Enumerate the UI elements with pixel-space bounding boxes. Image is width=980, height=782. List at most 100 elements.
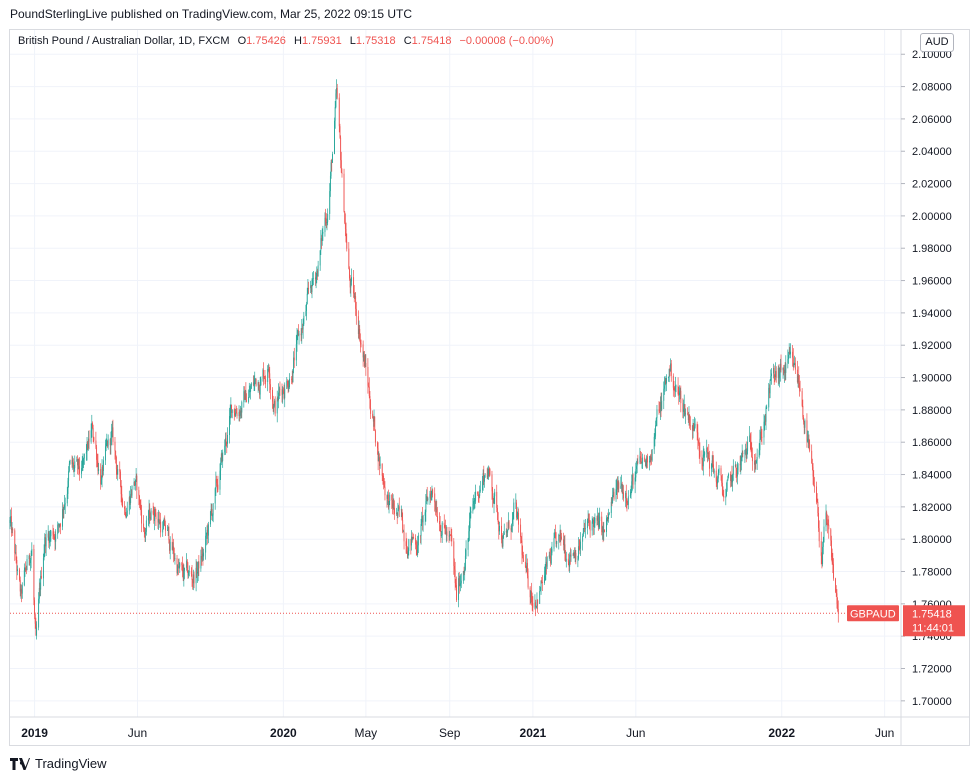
candle-body [415,544,417,550]
candle-body [458,578,460,601]
candle-body [807,438,809,440]
candle-body [602,526,604,533]
candle-body [274,400,275,406]
candle-body [303,315,305,325]
candle-body [55,534,57,542]
candle-body [162,529,164,533]
candle-body [775,371,777,378]
candle-body [492,499,494,504]
candle-body [321,233,323,241]
currency-button[interactable]: AUD [920,33,954,52]
candle-body [835,591,837,594]
candle-body [792,357,794,367]
candle-body [620,485,622,489]
candle-body [832,562,834,565]
candle-body [634,477,636,485]
legend-open-label: O [237,35,247,47]
candle-body [649,456,651,462]
time-tick-label: Jun [875,726,894,740]
candle-body [787,359,789,364]
candle-body [255,378,257,386]
candle-body [424,512,426,516]
candle-body [230,404,232,410]
price-tick-label: 1.82000 [912,502,952,514]
candle-body [365,362,367,368]
candle-body [40,575,42,579]
candle-body [372,413,374,419]
candle-body [636,461,638,467]
candle-body [159,522,161,524]
candle-body [758,450,760,458]
candle-body [683,408,684,412]
candle-body [825,512,827,527]
candle-body [296,335,298,345]
candle-body [301,328,303,336]
candle-body [122,499,123,507]
candle-body [818,512,819,529]
candle-body [830,529,832,541]
candle-body [155,512,157,520]
candle-body [28,555,30,560]
candle-body [539,590,541,592]
candle-body [288,387,290,390]
candle-body [798,382,800,389]
candle-body [397,509,399,516]
time-tick-label: Jun [128,726,147,740]
candle-body [604,529,605,533]
grid-lines [10,30,901,717]
candle-body [751,456,753,462]
candle-body [263,370,265,377]
candle-body [201,554,203,560]
price-tick-label: 1.98000 [912,243,952,255]
candle-body [59,524,61,527]
candle-body [797,375,799,383]
candle-body [796,369,798,383]
candle-body [474,500,476,502]
candle-body [330,162,332,176]
candle-body [488,468,490,477]
candle-body [221,453,223,461]
candle-body [200,555,202,569]
candle-body [561,536,562,540]
candle-body [441,535,442,537]
candle-body [508,521,510,529]
candle-body [677,385,679,395]
candle-body [460,583,462,585]
candle-body [62,509,63,527]
candle-body [329,191,331,214]
candle-body [687,413,689,415]
candle-body [43,552,45,559]
footer-branding: TradingView [10,756,107,771]
candle-body [21,585,23,594]
candle-body [205,534,207,536]
candle-body [448,535,450,537]
candle-body [617,482,619,490]
candle-body [373,416,375,422]
candle-body [477,494,479,496]
candle-body [283,392,285,399]
candle-body [281,389,283,395]
candle-body [521,540,523,555]
candle-body [101,466,103,480]
candle-body [92,422,93,429]
candle-body [683,404,685,409]
candle-body [411,536,413,539]
candle-body [503,532,505,535]
candle-body [135,475,137,481]
candle-body [250,383,252,389]
candle-body [298,333,300,336]
candle-body [201,555,203,560]
candle-body [402,520,404,532]
candle-body [641,461,643,463]
candle-body [492,491,494,500]
candle-body [359,339,361,344]
candle-body [386,495,388,499]
candle-body [82,459,84,465]
candle-body [152,510,154,514]
candle-body [121,494,123,500]
candle-body [291,378,292,380]
candle-body [478,495,480,497]
candle-body [755,462,757,464]
candle-body [450,534,452,536]
